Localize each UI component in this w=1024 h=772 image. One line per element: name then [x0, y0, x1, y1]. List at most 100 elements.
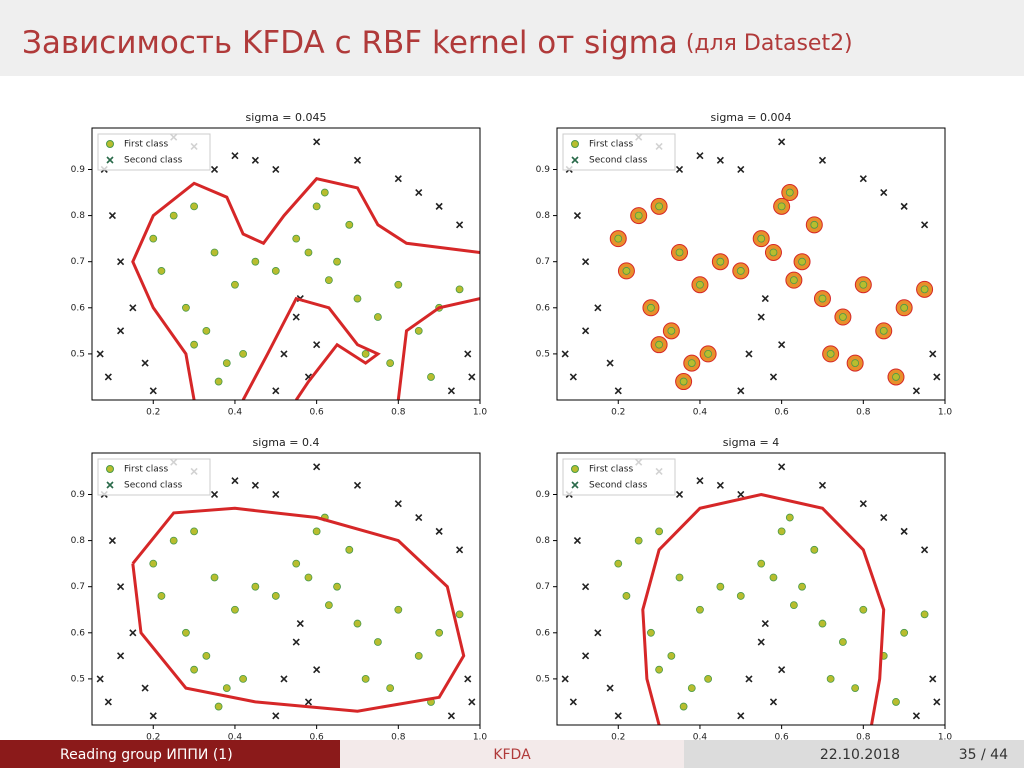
- point-o: [149, 559, 158, 568]
- axes-frame: [556, 127, 946, 401]
- point-x: [464, 350, 472, 358]
- x-tick-label: 0.6: [774, 408, 789, 418]
- chart: sigma = 0.045 0.2 0.4 0.6 0.8 1.0 0.5 0.6 0.7 0.8…: [71, 111, 488, 418]
- point-o: [190, 527, 199, 536]
- y-tick-label: 0.5: [71, 674, 85, 684]
- point-o: [312, 202, 321, 211]
- point-x: [933, 373, 941, 381]
- point-o: [826, 349, 835, 358]
- point-o: [716, 257, 725, 266]
- point-o: [202, 326, 211, 335]
- point-o: [818, 619, 827, 628]
- point-o: [333, 582, 341, 591]
- point-x: [415, 513, 423, 522]
- legend-marker: [106, 140, 114, 148]
- point-o: [785, 513, 794, 522]
- point-x: [900, 202, 908, 210]
- point-o: [769, 248, 778, 257]
- x-tick-label: 1.0: [938, 733, 953, 743]
- point-o: [704, 349, 713, 358]
- plot-area: [92, 453, 480, 725]
- point-o: [292, 234, 301, 243]
- point-o: [675, 573, 684, 582]
- legend-label: First class: [124, 140, 168, 150]
- point-o: [785, 188, 794, 197]
- plot-marks: [96, 458, 476, 720]
- legend-label: Second class: [589, 481, 648, 491]
- point-x: [117, 652, 125, 660]
- point-x: [415, 188, 423, 197]
- point-x: [231, 477, 239, 485]
- point-x: [737, 165, 745, 174]
- x-tick-label: 0.6: [774, 733, 789, 743]
- point-o: [251, 257, 260, 266]
- point-x: [435, 527, 443, 535]
- point-o: [757, 559, 766, 568]
- point-x: [880, 513, 888, 522]
- legend-label: Second class: [124, 156, 183, 166]
- y-tick-label: 0.5: [71, 349, 85, 359]
- point-o: [900, 628, 909, 637]
- point-x: [280, 675, 288, 683]
- point-o: [647, 628, 655, 637]
- point-x: [921, 221, 929, 229]
- point-o: [214, 702, 223, 711]
- point-x: [272, 387, 280, 395]
- y-tick-label: 0.9: [536, 490, 551, 500]
- y-tick-label: 0.6: [536, 628, 551, 638]
- y-tick-label: 0.7: [536, 257, 550, 267]
- footer-date: 22.10.2018: [820, 747, 900, 763]
- chart-title: sigma = 0.004: [711, 111, 792, 124]
- point-x: [149, 712, 157, 720]
- chart: sigma = 0.4 0.2 0.4 0.6 0.8 1.0 0.5 0.6 0.7 0.8 0.…: [71, 436, 488, 743]
- point-o: [455, 610, 464, 619]
- point-o: [202, 651, 211, 660]
- y-tick-label: 0.6: [536, 303, 551, 313]
- legend-label: First class: [589, 465, 633, 475]
- point-o: [157, 267, 166, 275]
- point-x: [582, 327, 590, 335]
- point-x: [569, 698, 577, 706]
- point-o: [394, 605, 403, 614]
- point-o: [777, 202, 786, 211]
- decision-boundary: [131, 506, 466, 713]
- axes-frame: [91, 127, 481, 401]
- x-tick-label: 0.8: [856, 733, 871, 743]
- legend-marker: [571, 465, 579, 473]
- legend-box: [562, 458, 676, 496]
- point-o: [859, 280, 868, 289]
- chart-title: sigma = 0.045: [246, 111, 327, 124]
- point-o: [900, 303, 909, 312]
- point-o: [271, 267, 280, 275]
- point-o: [818, 294, 827, 303]
- point-o: [222, 359, 231, 368]
- point-x: [606, 359, 614, 367]
- footer-center: KFDA: [493, 747, 531, 763]
- x-tick-label: 1.0: [473, 408, 488, 418]
- point-o: [182, 303, 190, 312]
- point-x: [818, 156, 827, 164]
- point-o: [667, 651, 676, 660]
- point-o: [182, 628, 190, 637]
- point-x: [117, 327, 125, 335]
- point-x: [696, 477, 704, 485]
- point-o: [149, 234, 158, 243]
- point-o: [704, 674, 713, 683]
- point-o: [324, 601, 333, 610]
- point-o: [810, 545, 819, 554]
- point-x: [859, 500, 867, 508]
- point-o: [345, 220, 354, 229]
- point-x: [737, 387, 745, 395]
- point-o: [214, 377, 223, 386]
- chart: sigma = 4 0.2 0.4 0.6 0.8 1.0 0.5 0.6 0.7 0.8 0.9 F…: [536, 436, 953, 743]
- point-o: [345, 545, 354, 554]
- point-o: [789, 276, 798, 285]
- point-x: [251, 156, 259, 164]
- point-o: [696, 280, 704, 289]
- point-x: [561, 675, 569, 683]
- point-x: [304, 698, 313, 706]
- point-o: [231, 605, 239, 614]
- point-o: [634, 211, 643, 220]
- point-o: [716, 582, 725, 591]
- point-o: [304, 248, 313, 257]
